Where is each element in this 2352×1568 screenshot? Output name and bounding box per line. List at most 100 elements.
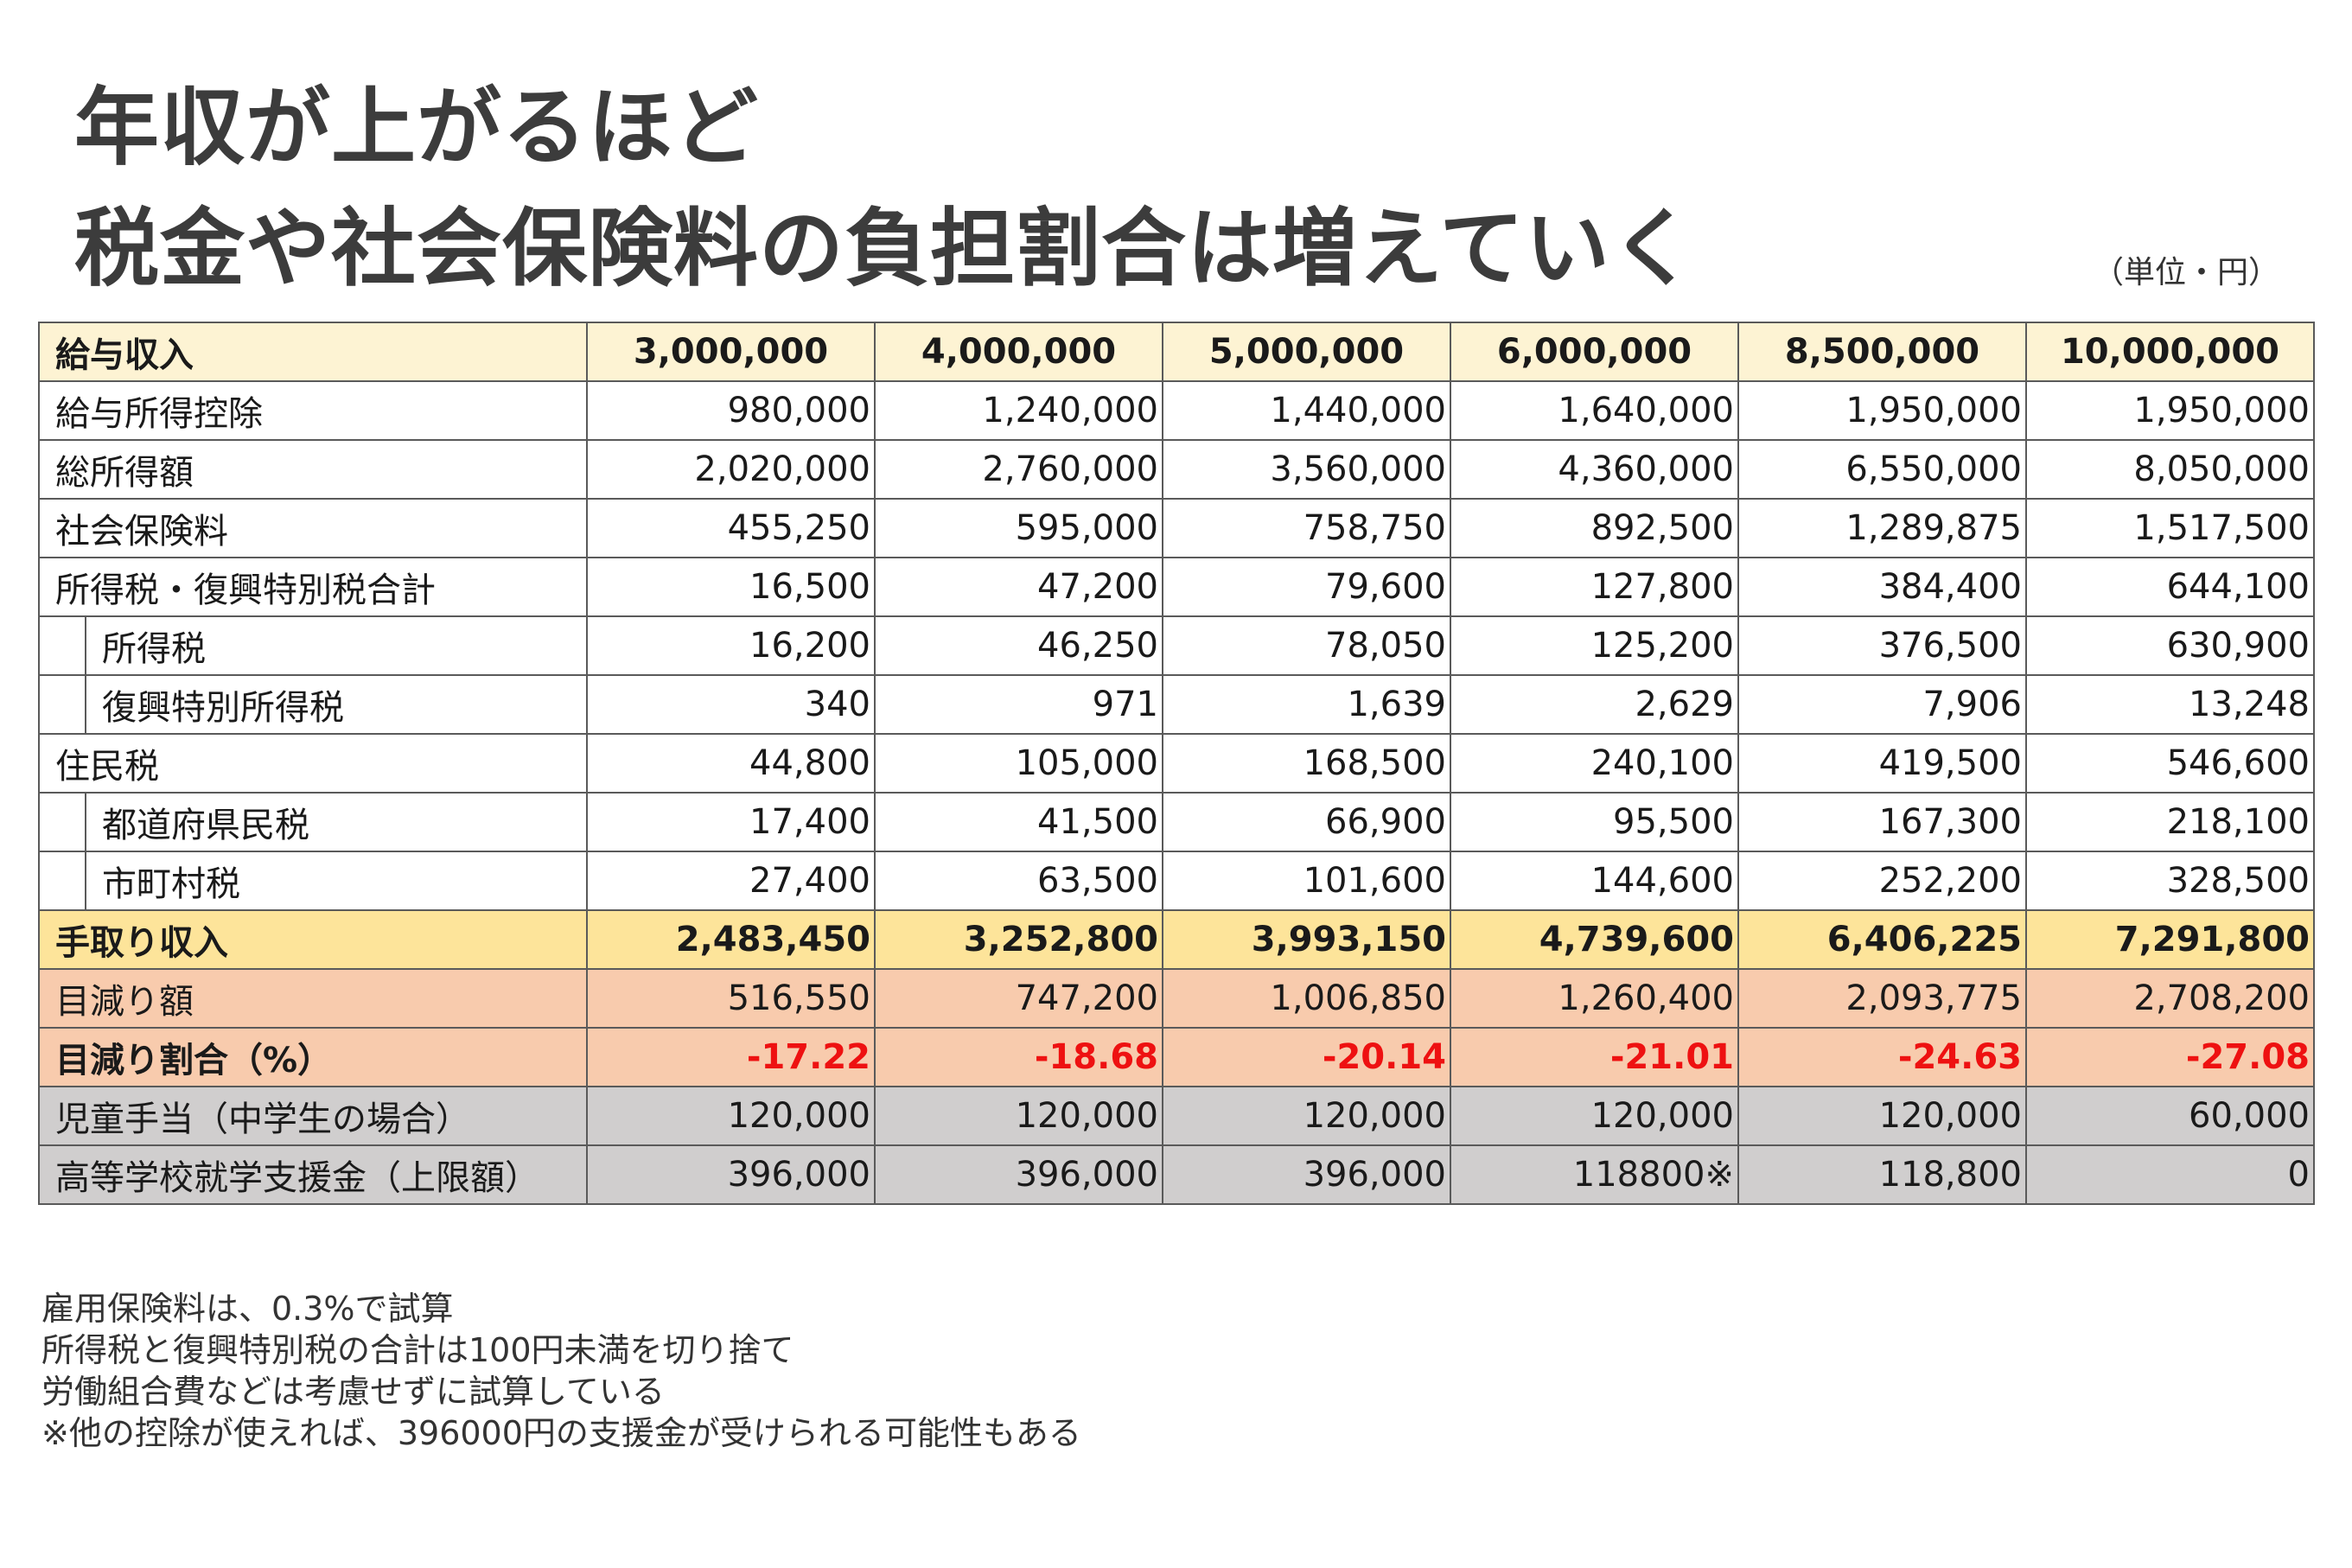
table-cell: 4,739,600 [1450,909,1739,970]
row-label: 所得税 [38,615,588,676]
header-cell: 3,000,000 [586,322,876,382]
table-cell: 6,550,000 [1737,439,2027,500]
table-cell: 971 [874,674,1163,735]
footnotes: 雇用保険料は、0.3%で試算 所得税と復興特別税の合計は100円未満を切り捨て … [41,1288,1081,1454]
table-cell: 63,500 [874,851,1163,911]
row-label: 高等学校就学支援金（上限額） [38,1144,588,1205]
income-tax-table: 給与収入 3,000,000 4,000,000 5,000,000 6,000… [38,322,2315,1205]
table-row: 市町村税 27,400 63,500 101,600 144,600 252,2… [38,851,2315,911]
table-cell: -21.01 [1450,1027,1739,1087]
table-row: 住民税 44,800 105,000 168,500 240,100 419,5… [38,733,2315,794]
table-cell: 4,360,000 [1450,439,1739,500]
table-cell: -17.22 [586,1027,876,1087]
table-cell: 1,240,000 [874,380,1163,441]
table-cell: 1,289,875 [1737,498,2027,558]
table-cell: -27.08 [2025,1027,2315,1087]
table-cell: 340 [586,674,876,735]
table-row: 都道府県民税 17,400 41,500 66,900 95,500 167,3… [38,792,2315,852]
row-label: 市町村税 [38,851,588,911]
reduction-rate-row: 目減り割合（%） -17.22 -18.68 -20.14 -21.01 -24… [38,1027,2315,1087]
row-label: 総所得額 [38,439,588,500]
footnote: 労働組合費などは考慮せずに試算している [41,1373,665,1411]
table-cell: 8,050,000 [2025,439,2315,500]
table-cell: 1,950,000 [2025,380,2315,441]
table-cell: 3,252,800 [874,909,1163,970]
table-cell: 2,020,000 [586,439,876,500]
table-cell: 419,500 [1737,733,2027,794]
table-cell: 46,250 [874,615,1163,676]
table-cell: 2,093,775 [1737,968,2027,1029]
table-cell: 120,000 [586,1086,876,1146]
table-cell: 1,639 [1162,674,1451,735]
table-cell: 546,600 [2025,733,2315,794]
table-row: 復興特別所得税 340 971 1,639 2,629 7,906 13,248 [38,674,2315,735]
table-cell: 1,517,500 [2025,498,2315,558]
row-label: 都道府県民税 [38,792,588,852]
table-cell: 1,260,400 [1450,968,1739,1029]
table-cell: 396,000 [586,1144,876,1205]
table-cell: 6,406,225 [1737,909,2027,970]
table-cell: 95,500 [1450,792,1739,852]
reduction-amount-row: 目減り額 516,550 747,200 1,006,850 1,260,400… [38,968,2315,1029]
row-label: 目減り額 [38,968,588,1029]
table-cell: 747,200 [874,968,1163,1029]
table-cell: 105,000 [874,733,1163,794]
child-allowance-row: 児童手当（中学生の場合） 120,000 120,000 120,000 120… [38,1086,2315,1146]
table-row: 総所得額 2,020,000 2,760,000 3,560,000 4,360… [38,439,2315,500]
table-cell: 127,800 [1450,557,1739,617]
table-cell: 396,000 [874,1144,1163,1205]
table-cell: 17,400 [586,792,876,852]
page-title: 年収が上がるほど 税金や社会保険料の負担割合は増えていく [74,67,1696,309]
table-row: 所得税・復興特別税合計 16,500 47,200 79,600 127,800… [38,557,2315,617]
table-cell: 168,500 [1162,733,1451,794]
table-cell: 980,000 [586,380,876,441]
table-cell: 47,200 [874,557,1163,617]
table-cell: 79,600 [1162,557,1451,617]
footnote: 所得税と復興特別税の合計は100円未満を切り捨て [41,1331,794,1369]
table-cell: 7,906 [1737,674,2027,735]
table-cell: 118,800 [1737,1144,2027,1205]
table-cell: 41,500 [874,792,1163,852]
table-cell: 595,000 [874,498,1163,558]
table-cell: 252,200 [1737,851,2027,911]
table-cell: 1,640,000 [1450,380,1739,441]
table-cell: 1,440,000 [1162,380,1451,441]
footnote: ※他の控除が使えれば、396000円の支援金が受けられる可能性もある [41,1414,1081,1452]
table-cell: 2,483,450 [586,909,876,970]
table-cell: 7,291,800 [2025,909,2315,970]
table-cell: 2,760,000 [874,439,1163,500]
unit-label: （単位・円） [2092,255,2279,290]
table-cell: 66,900 [1162,792,1451,852]
row-label: 社会保険料 [38,498,588,558]
table-cell: 120,000 [874,1086,1163,1146]
header-label: 給与収入 [38,322,588,382]
row-label: 児童手当（中学生の場合） [38,1086,588,1146]
table-cell: 3,993,150 [1162,909,1451,970]
table-cell: 144,600 [1450,851,1739,911]
table-cell: 60,000 [2025,1086,2315,1146]
table-cell: 101,600 [1162,851,1451,911]
table-cell: 78,050 [1162,615,1451,676]
table-cell: 118800※ [1450,1144,1739,1205]
table-cell: 0 [2025,1144,2315,1205]
row-label: 復興特別所得税 [38,674,588,735]
footnote: 雇用保険料は、0.3%で試算 [41,1290,454,1328]
table-cell: 120,000 [1737,1086,2027,1146]
header-row: 給与収入 3,000,000 4,000,000 5,000,000 6,000… [38,322,2315,382]
table-cell: 44,800 [586,733,876,794]
row-label: 住民税 [38,733,588,794]
table-cell: 2,708,200 [2025,968,2315,1029]
header-cell: 4,000,000 [874,322,1163,382]
header-cell: 8,500,000 [1737,322,2027,382]
table-cell: 2,629 [1450,674,1739,735]
table-cell: 396,000 [1162,1144,1451,1205]
table-cell: 328,500 [2025,851,2315,911]
table-cell: 384,400 [1737,557,2027,617]
table-cell: 455,250 [586,498,876,558]
header-cell: 10,000,000 [2025,322,2315,382]
table-cell: -24.63 [1737,1027,2027,1087]
table-cell: 630,900 [2025,615,2315,676]
table-cell: 218,100 [2025,792,2315,852]
table-cell: 644,100 [2025,557,2315,617]
table-cell: 16,200 [586,615,876,676]
